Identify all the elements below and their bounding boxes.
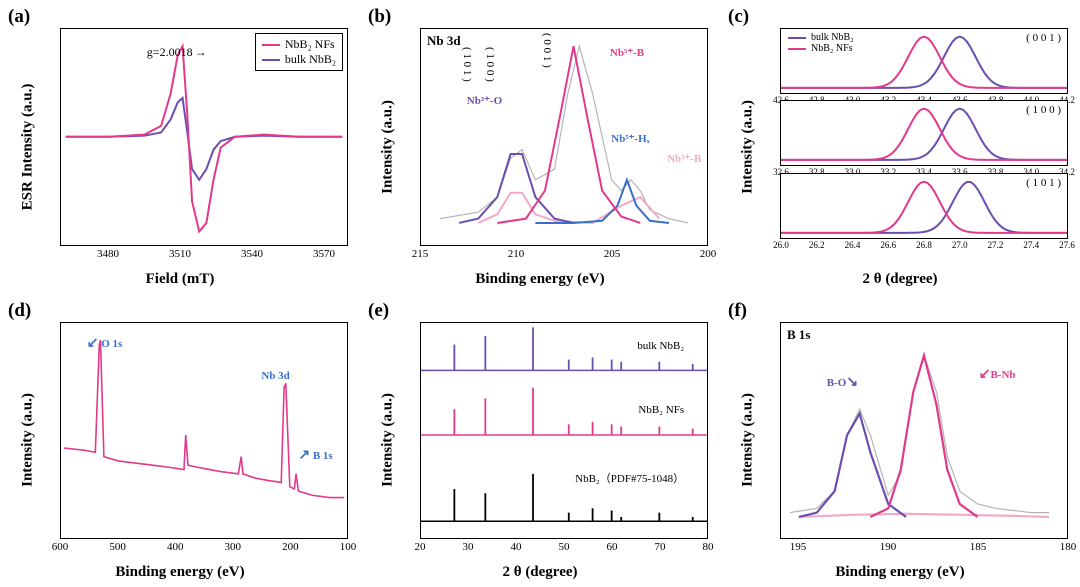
panel-b-xticks: 215210205200 [420, 248, 708, 264]
panel-a-xlabel: Field (mT) [146, 271, 215, 288]
miller-001: ( 0 0 1 ) [541, 33, 553, 68]
panel-c-frame: ( 0 0 1 )bulk NbB₂NbB₂ NFs42.642.843.043… [780, 28, 1068, 246]
panel-f-xticks: 195190185180 [780, 541, 1068, 557]
panel-b-label: (b) [368, 6, 391, 28]
panel-d: (d) Intensity (a.u.) Binding energy (eV)… [0, 294, 360, 587]
label-nb3d: Nb 3d [261, 370, 289, 382]
panel-b-xlabel: Binding energy (eV) [475, 271, 604, 288]
panel-d-ylabel: Intensity (a.u.) [20, 393, 37, 487]
panel-c-xlabel: 2 θ (degree) [862, 271, 937, 288]
label-bo: B-O↘ [827, 374, 858, 391]
panel-d-svg [61, 323, 347, 539]
panel-f-svg [781, 323, 1067, 539]
label-bulk: bulk NbB₂ [637, 340, 684, 352]
label-pdf: NbB₂（PDF#75-1048） [575, 470, 684, 486]
panel-d-frame: ↙ O 1s Nb 3d ↗ B 1s [60, 322, 348, 540]
panel-d-xticks: 600500400300200100 [60, 541, 348, 557]
label-bnb: ↙B-Nb [979, 366, 1016, 383]
panel-b-frame: Nb 3d ( 1 0 1 ) ( 1 0 0 ) ( 0 0 1 ) Nb³⁺… [420, 28, 708, 246]
nb3d-title: Nb 3d [427, 33, 461, 49]
panel-e-ylabel: Intensity (a.u.) [380, 393, 397, 487]
label-nb5b: Nb⁵⁺-B [610, 46, 644, 59]
panel-c: (c) Intensity (a.u.) 2 θ (degree) ( 0 0 … [720, 0, 1080, 294]
panel-e-xlabel: 2 θ (degree) [502, 564, 577, 581]
label-nb3b: Nb³⁺-B [667, 152, 701, 165]
label-nfs: NbB₂ NFs [638, 404, 684, 416]
label-nb5h: Nb⁵⁺-Hₓ [611, 132, 650, 145]
panel-c-label: (c) [728, 6, 749, 28]
panel-a-ylabel: ESR Intensity (a.u.) [20, 83, 37, 210]
panel-a-frame: NbB₂ NFs bulk NbB₂ g=2.0018→ [60, 28, 348, 246]
panel-a-label: (a) [8, 6, 30, 28]
label-nb3o: Nb³⁺-O [467, 94, 502, 107]
panel-c-ylabel: Intensity (a.u.) [740, 100, 757, 194]
panel-e-xticks: 20304050607080 [420, 541, 708, 557]
miller-100: ( 1 0 0 ) [484, 47, 496, 82]
panel-a-xticks: 3480351035403570 [60, 248, 348, 264]
panel-b: (b) Intensity (a.u.) Binding energy (eV)… [360, 0, 720, 294]
panel-f-frame: B 1s B-O↘ ↙B-Nb [780, 322, 1068, 540]
b1s-title: B 1s [787, 327, 810, 343]
g-annot: g=2.0018→ [147, 45, 207, 60]
panel-b-ylabel: Intensity (a.u.) [380, 100, 397, 194]
panel-e: (e) Intensity (a.u.) 2 θ (degree) bulk N… [360, 294, 720, 587]
panel-e-frame: bulk NbB₂ NbB₂ NFs NbB₂（PDF#75-1048） [420, 322, 708, 540]
legend-item: bulk NbB₂ [285, 52, 336, 67]
legend-item: NbB₂ NFs [285, 37, 335, 52]
miller-101: ( 1 0 1 ) [461, 47, 473, 82]
figure-grid: (a) ESR Intensity (a.u.) Field (mT) NbB₂… [0, 0, 1080, 587]
label-o1s: ↙ O 1s [87, 335, 123, 352]
panel-d-xlabel: Binding energy (eV) [115, 564, 244, 581]
panel-e-svg [421, 323, 707, 539]
panel-a-legend: NbB₂ NFs bulk NbB₂ [255, 33, 343, 71]
panel-d-label: (d) [8, 300, 31, 322]
panel-e-label: (e) [368, 300, 389, 322]
panel-f-ylabel: Intensity (a.u.) [740, 393, 757, 487]
panel-f: (f) Intensity (a.u.) Binding energy (eV)… [720, 294, 1080, 587]
label-b1s: ↗ B 1s [298, 447, 332, 464]
panel-f-label: (f) [728, 300, 747, 322]
panel-f-xlabel: Binding energy (eV) [835, 564, 964, 581]
panel-a: (a) ESR Intensity (a.u.) Field (mT) NbB₂… [0, 0, 360, 294]
